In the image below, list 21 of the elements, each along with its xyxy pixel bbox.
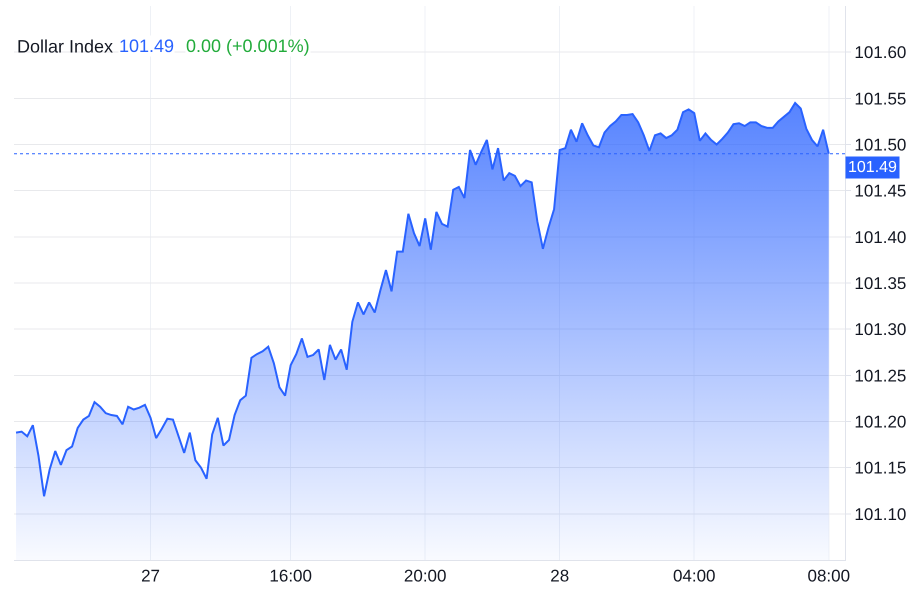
y-tick-label: 101.50 xyxy=(854,135,906,154)
y-tick-label: 101.20 xyxy=(854,412,906,432)
y-tick-label: 101.60 xyxy=(854,43,906,62)
y-tick-label: 101.40 xyxy=(854,228,906,247)
x-tick-label: 28 xyxy=(550,566,570,586)
y-tick-label: 101.45 xyxy=(854,182,906,201)
y-tick-label: 101.35 xyxy=(854,274,906,293)
annotation: 101.49 xyxy=(119,36,174,56)
ref-line-label: 101.49 xyxy=(848,159,898,176)
x-tick-label: 08:00 xyxy=(807,566,850,586)
y-tick-label: 101.25 xyxy=(854,366,906,386)
text: Dollar Index xyxy=(17,36,114,56)
x-tick-label: 16:00 xyxy=(269,566,312,586)
x-tick-label: 27 xyxy=(141,566,160,586)
y-tick-label: 101.10 xyxy=(854,504,906,524)
x-tick-label: 04:00 xyxy=(672,566,716,586)
y-tick-label: 101.15 xyxy=(854,458,906,478)
x-tick-label: 20:00 xyxy=(404,566,446,586)
y-tick-label: 101.55 xyxy=(854,89,906,108)
annotation: 0.00 (+0.001%) xyxy=(186,36,310,56)
y-tick-label: 101.30 xyxy=(854,320,906,340)
